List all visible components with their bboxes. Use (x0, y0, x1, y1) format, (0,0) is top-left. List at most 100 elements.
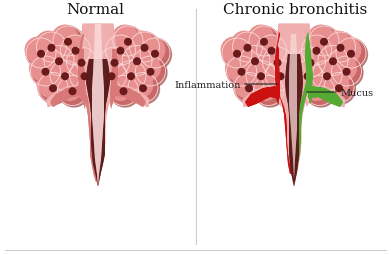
Circle shape (27, 40, 57, 70)
Circle shape (234, 34, 264, 64)
Circle shape (274, 60, 281, 67)
Text: Inflammation: Inflammation (175, 80, 241, 89)
Circle shape (316, 89, 323, 95)
Circle shape (228, 58, 258, 88)
Circle shape (317, 45, 343, 71)
Circle shape (106, 36, 136, 66)
Circle shape (50, 86, 56, 92)
Circle shape (303, 37, 333, 67)
Circle shape (152, 51, 158, 58)
Circle shape (49, 60, 75, 86)
Circle shape (43, 45, 69, 71)
Circle shape (60, 35, 85, 60)
Circle shape (68, 49, 98, 79)
Circle shape (232, 32, 257, 57)
Circle shape (262, 48, 292, 78)
Polygon shape (78, 35, 97, 182)
Circle shape (245, 60, 271, 86)
Circle shape (112, 26, 138, 52)
Circle shape (324, 73, 354, 103)
Circle shape (258, 37, 288, 67)
Circle shape (52, 26, 78, 52)
Circle shape (335, 38, 361, 64)
Circle shape (308, 26, 334, 52)
Polygon shape (285, 55, 303, 186)
Circle shape (240, 46, 270, 76)
Circle shape (81, 74, 88, 80)
Polygon shape (110, 50, 146, 109)
Circle shape (309, 27, 339, 57)
Polygon shape (289, 35, 297, 179)
Circle shape (311, 60, 337, 86)
Circle shape (56, 59, 62, 65)
Circle shape (235, 75, 265, 105)
Polygon shape (274, 25, 314, 186)
Circle shape (242, 48, 271, 78)
Circle shape (324, 74, 330, 80)
Polygon shape (245, 45, 280, 108)
Circle shape (304, 74, 311, 80)
Circle shape (107, 37, 137, 67)
Polygon shape (109, 30, 149, 108)
Circle shape (37, 72, 63, 98)
Polygon shape (243, 30, 283, 108)
Polygon shape (50, 50, 86, 109)
Circle shape (331, 56, 356, 82)
Circle shape (234, 51, 240, 58)
Circle shape (120, 89, 127, 95)
Circle shape (307, 60, 314, 67)
Circle shape (139, 38, 165, 64)
Polygon shape (92, 25, 104, 186)
Circle shape (258, 74, 264, 80)
Circle shape (222, 39, 252, 69)
Circle shape (122, 46, 152, 76)
Text: Chronic bronchitis: Chronic bronchitis (223, 3, 367, 17)
Circle shape (264, 49, 294, 79)
Circle shape (325, 33, 355, 63)
Circle shape (71, 63, 101, 93)
Polygon shape (294, 33, 312, 174)
Circle shape (134, 59, 140, 65)
Circle shape (249, 27, 279, 57)
Circle shape (333, 58, 363, 88)
Text: Mucus: Mucus (340, 88, 373, 97)
Circle shape (239, 45, 265, 71)
Circle shape (42, 69, 49, 76)
Circle shape (117, 48, 124, 55)
Circle shape (253, 75, 278, 101)
Polygon shape (86, 60, 110, 186)
Circle shape (140, 86, 146, 92)
Circle shape (292, 61, 323, 91)
Circle shape (36, 33, 66, 63)
Circle shape (248, 63, 278, 93)
Polygon shape (305, 30, 345, 108)
Polygon shape (47, 30, 87, 108)
Circle shape (332, 57, 362, 87)
Circle shape (246, 86, 252, 92)
Circle shape (265, 89, 272, 95)
Circle shape (127, 72, 153, 98)
Circle shape (99, 48, 129, 78)
Circle shape (301, 36, 332, 66)
Polygon shape (308, 45, 343, 108)
Circle shape (306, 78, 336, 108)
Circle shape (110, 78, 140, 108)
Circle shape (327, 34, 357, 64)
Polygon shape (285, 55, 303, 186)
Circle shape (129, 75, 160, 105)
Circle shape (313, 48, 320, 55)
Circle shape (25, 38, 51, 64)
Circle shape (330, 59, 336, 65)
Circle shape (129, 32, 154, 57)
Circle shape (226, 57, 256, 87)
Polygon shape (78, 35, 97, 182)
Polygon shape (243, 30, 283, 108)
Circle shape (233, 72, 259, 98)
Circle shape (251, 28, 280, 58)
Circle shape (248, 26, 274, 52)
Circle shape (268, 48, 275, 55)
Circle shape (30, 57, 61, 87)
Circle shape (267, 63, 297, 93)
Polygon shape (47, 30, 87, 108)
Circle shape (39, 75, 70, 105)
